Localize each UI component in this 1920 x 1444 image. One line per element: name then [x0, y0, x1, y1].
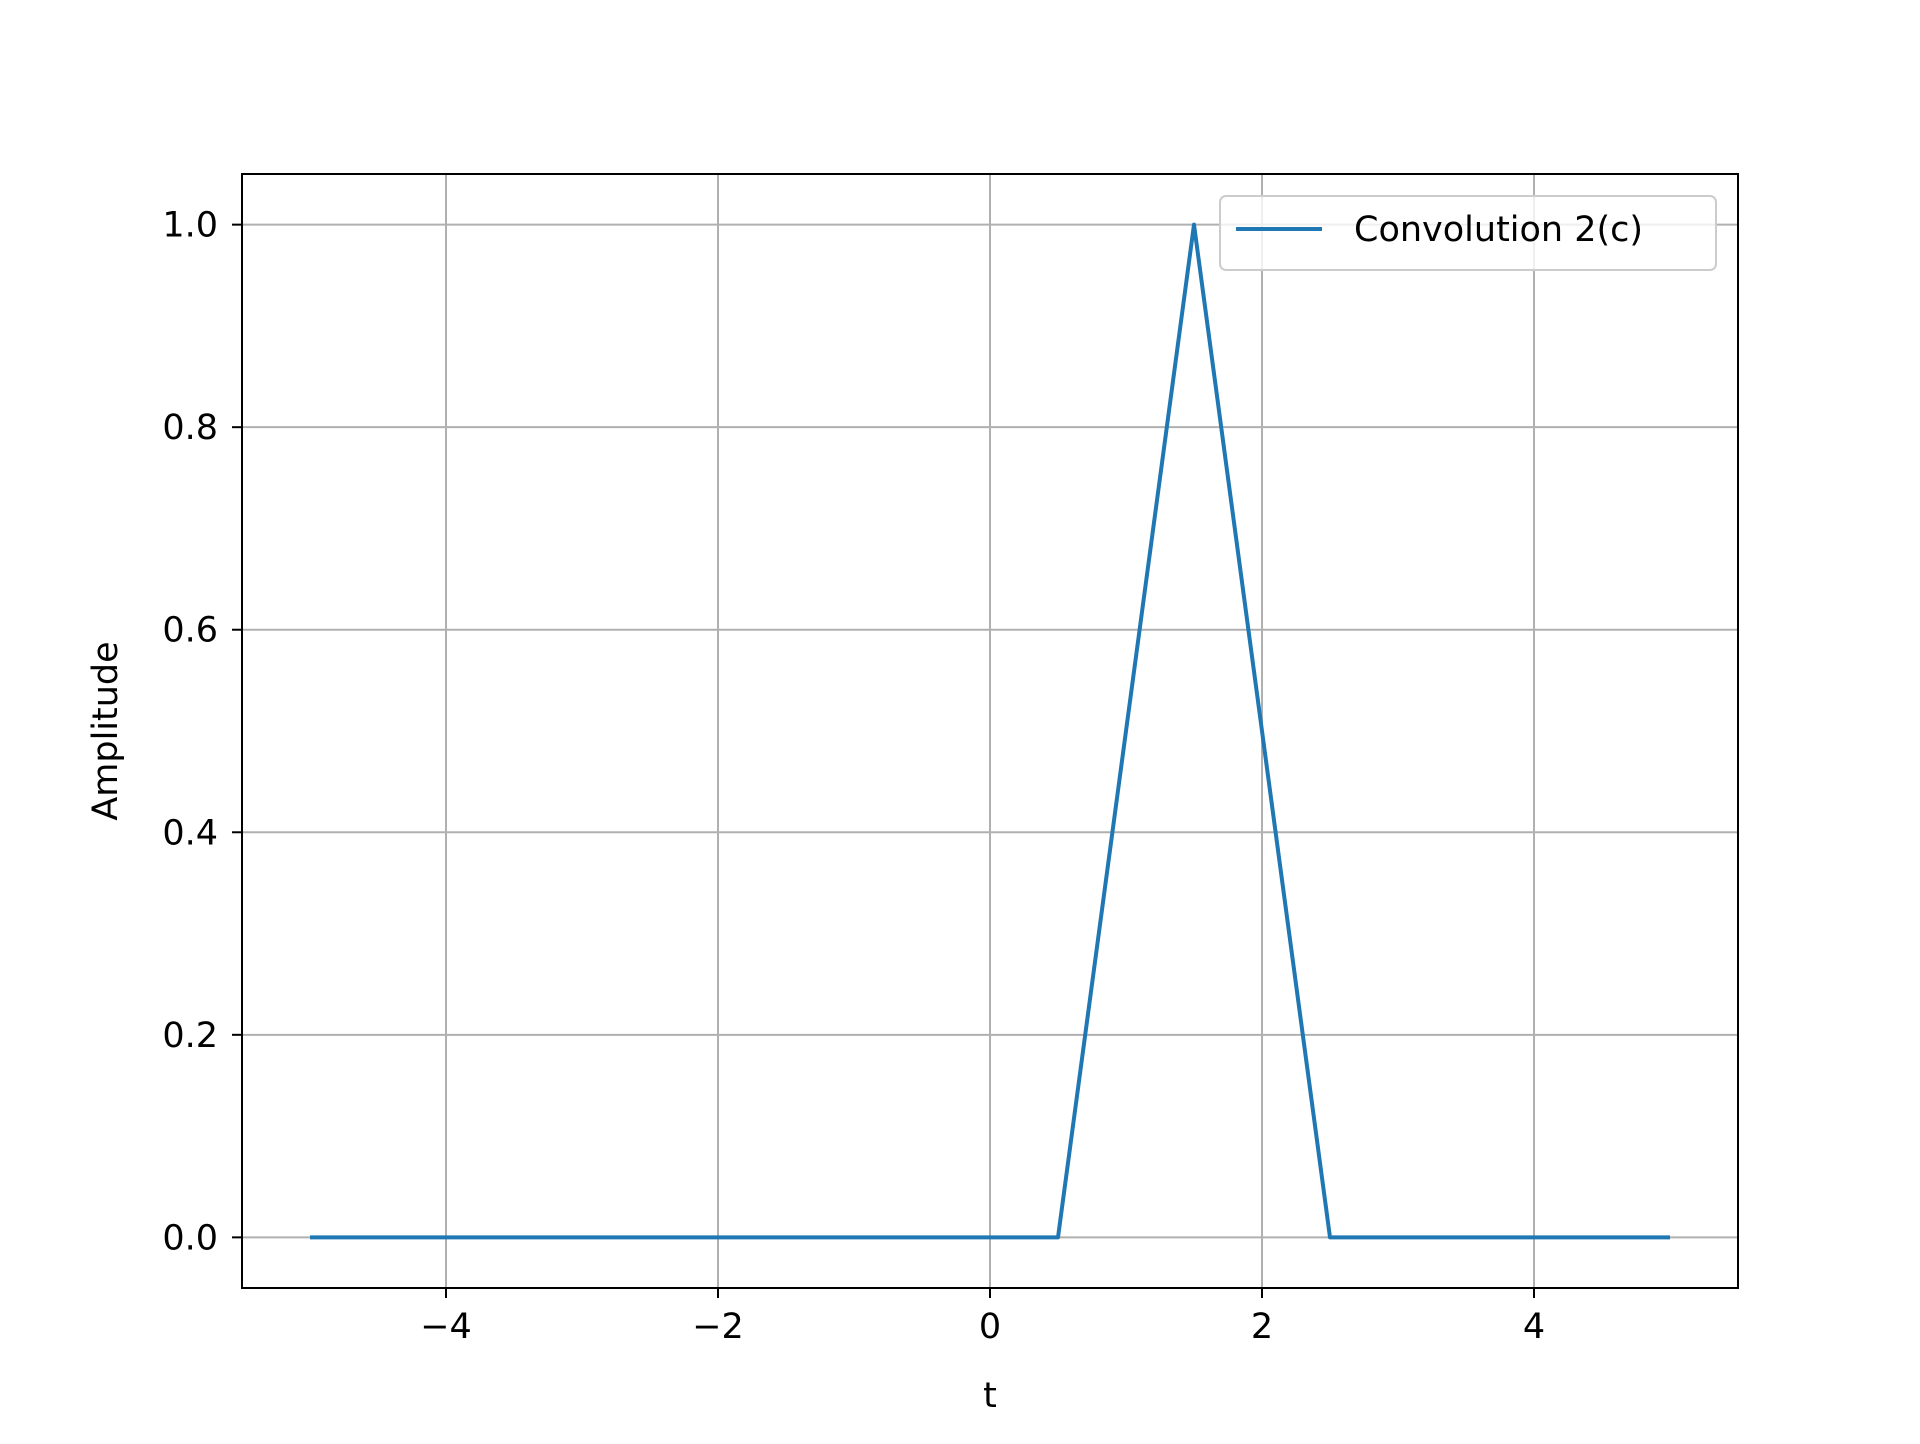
x-tick-label: 2 — [1251, 1307, 1273, 1347]
ticks-layer: −4 −2 0 2 4 0.0 0.2 0.4 0.6 0.8 1.0 — [162, 206, 1545, 1347]
y-axis-label: Amplitude — [86, 641, 126, 820]
y-tick-label: 0.8 — [162, 408, 218, 448]
x-tick-label: −2 — [692, 1307, 744, 1347]
legend-label-convolution: Convolution 2(c) — [1354, 210, 1643, 250]
x-axis-label: t — [983, 1376, 997, 1416]
legend[interactable]: Convolution 2(c) — [1219, 195, 1717, 271]
y-tick-label: 0.2 — [162, 1016, 218, 1056]
x-tick-label: 4 — [1523, 1307, 1545, 1347]
y-tick-label: 1.0 — [162, 206, 218, 246]
series-line-convolution — [310, 222, 1670, 1240]
legend-box — [1219, 195, 1717, 271]
x-tick-label: 0 — [979, 1307, 1001, 1347]
x-tick-label: −4 — [420, 1307, 472, 1347]
y-tick-label: 0.4 — [162, 813, 218, 853]
y-tick-label: 0.0 — [162, 1218, 218, 1258]
y-tick-label: 0.6 — [162, 611, 218, 651]
series-layer — [310, 222, 1670, 1240]
